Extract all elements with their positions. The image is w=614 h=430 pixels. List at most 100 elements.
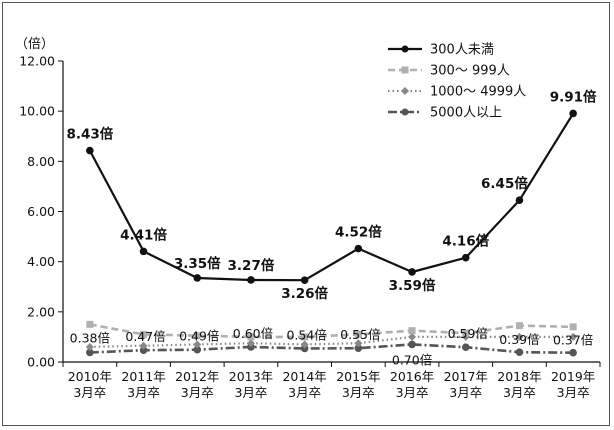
data-point [86, 348, 94, 357]
chart-frame [2, 2, 610, 426]
legend-marker [401, 108, 409, 116]
data-point [86, 320, 94, 328]
data-point [354, 344, 363, 353]
axes: （倍） 0.00 2.00 4.00 6.00 8.00 10.00 12.00 2010年 3月… [15, 37, 601, 400]
data-point [461, 253, 470, 262]
x-tick-label: 2016年 3月卒 [390, 369, 434, 400]
x-tick-label: 2013年 3月卒 [229, 369, 273, 400]
data-point [569, 348, 577, 357]
legend-entry: 300～ 999人 [388, 64, 510, 79]
legend-marker [401, 87, 409, 95]
legend-marker [401, 66, 409, 74]
data-label: 0.37倍 [553, 333, 593, 348]
data-label: 4.52倍 [335, 224, 382, 241]
data-point [354, 339, 363, 348]
data-label: 4.41倍 [120, 226, 167, 243]
series-2 [86, 320, 577, 341]
data-point [193, 274, 202, 282]
legend-entry: 300人未満 [388, 43, 494, 58]
series-layer [85, 109, 578, 357]
data-point [354, 330, 362, 338]
legend-entry: 5000人以上 [388, 106, 502, 121]
data-point [408, 327, 416, 335]
data-point [247, 333, 255, 341]
data-point [300, 344, 309, 353]
data-label: 9.91倍 [550, 88, 597, 105]
series-line [89, 323, 574, 339]
y-tick-label: 12.00 [19, 54, 55, 69]
legend-marker [401, 45, 409, 53]
data-point [461, 343, 470, 352]
data-point [569, 109, 577, 118]
data-point [301, 333, 309, 341]
x-tick-label: 2015年 3月卒 [336, 369, 380, 400]
legend: 300人未満 300～ 999人 1000～ 4999人 5000人以上 [388, 43, 526, 121]
data-label: 6.45倍 [481, 175, 528, 192]
legend-label: 300～ 999人 [430, 64, 510, 79]
series-1 [86, 109, 577, 285]
data-label: 0.54倍 [286, 327, 326, 342]
data-point [139, 341, 148, 350]
data-point [193, 345, 202, 354]
data-label: 0.60倍 [233, 326, 273, 341]
data-point [515, 332, 524, 341]
data-label: 3.35倍 [174, 255, 221, 272]
series-3 [85, 332, 578, 351]
data-point [246, 339, 255, 348]
y-tick-label: 10.00 [19, 104, 55, 119]
x-tick-label: 2014年 3月卒 [282, 369, 326, 400]
data-label: 8.43倍 [66, 126, 113, 143]
data-label: 3.27倍 [228, 257, 275, 274]
data-label: 3.26倍 [281, 285, 328, 302]
series-line [89, 343, 574, 354]
x-tick-label: 2010年 3月卒 [68, 369, 112, 400]
data-point [300, 340, 309, 349]
data-point [408, 332, 417, 341]
data-point [247, 276, 255, 284]
y-unit-label: （倍） [15, 37, 54, 52]
legend-entry: 1000～ 4999人 [388, 85, 526, 100]
legend-label: 5000人以上 [430, 106, 502, 121]
data-point [462, 329, 470, 337]
y-tick-label: 8.00 [27, 154, 55, 169]
y-tick-label: 2.00 [27, 304, 55, 319]
data-point [569, 323, 577, 331]
data-point [139, 346, 148, 355]
data-point [139, 247, 148, 256]
y-tick-label: 6.00 [27, 204, 55, 219]
x-tick-label: 2017年 3月卒 [444, 369, 488, 400]
x-tick-label: 2019年 3月卒 [551, 369, 595, 400]
data-point [515, 196, 524, 205]
data-point [193, 332, 201, 340]
x-tick-label: 2012年 3月卒 [175, 369, 219, 400]
data-point [408, 268, 416, 276]
data-point [193, 340, 202, 349]
data-label: 0.55倍 [340, 327, 380, 342]
data-label: 0.39倍 [499, 332, 539, 347]
data-point [140, 330, 148, 338]
data-point [85, 342, 94, 351]
data-label: 4.16倍 [442, 233, 489, 250]
x-tick-label: 2018年 3月卒 [497, 369, 541, 400]
data-point [569, 332, 578, 341]
data-labels: 8.43倍 4.41倍 3.35倍 3.27倍 3.26倍 4.52倍 3.59倍 4.16倍… [66, 88, 597, 367]
x-tick-label: 2011年 3月卒 [121, 369, 165, 400]
data-label: 0.59倍 [448, 326, 488, 341]
data-point [354, 244, 363, 253]
data-label: 0.70倍 [392, 352, 432, 367]
data-point [408, 340, 416, 349]
data-label: 3.59倍 [389, 277, 436, 294]
data-point [86, 146, 94, 155]
series-line [88, 112, 575, 282]
data-point [300, 276, 309, 285]
data-point [515, 348, 524, 357]
data-point [515, 322, 523, 330]
data-label: 0.47倍 [125, 329, 165, 344]
legend-label: 300人未満 [430, 43, 494, 58]
y-tick-label: 0.00 [27, 355, 55, 370]
series-4 [86, 340, 577, 357]
legend-label: 1000～ 4999人 [430, 85, 526, 100]
data-label: 0.49倍 [179, 329, 219, 344]
data-label: 0.38倍 [70, 330, 110, 345]
